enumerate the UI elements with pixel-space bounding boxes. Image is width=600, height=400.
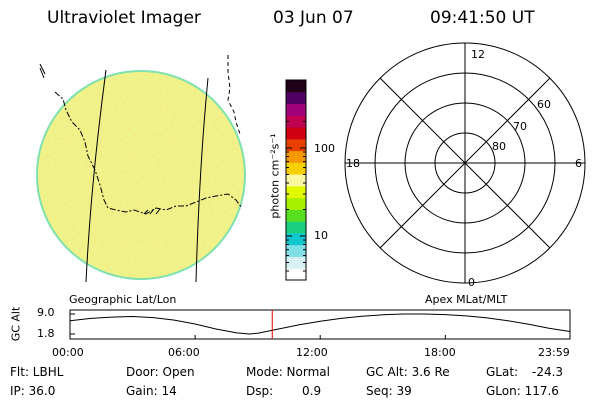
gc-alt-readout: GC Alt: 3.6 Re: [366, 365, 450, 379]
colorbar-band: [286, 256, 306, 269]
uv-image-panel: [36, 55, 246, 283]
colorbar-band: [286, 209, 306, 222]
seq-readout: Seq: 39: [366, 384, 412, 398]
dsp-label: Dsp:: [246, 384, 274, 398]
colorbar-band: [286, 185, 306, 199]
mlt-label-12: 12: [471, 48, 485, 61]
image-panel-caption: Geographic Lat/Lon: [69, 293, 177, 306]
colorbar-band: [286, 150, 306, 163]
altitude-chart: [69, 309, 571, 340]
gain-readout: Gain: 14: [126, 384, 177, 398]
altitude-plot-frame: [69, 309, 571, 340]
emission-speckle: [37, 71, 245, 279]
colorbar-band: [286, 91, 306, 105]
dsp-value: 0.9: [302, 384, 322, 398]
mlat-label-60: 60: [537, 98, 551, 111]
colorbar-band: [286, 162, 306, 175]
mlt-label-0: 0: [468, 276, 475, 289]
glon-readout: GLon: 117.6: [486, 384, 559, 398]
polar-dial: [344, 42, 586, 284]
coastline: [143, 208, 161, 215]
door-readout: Door: Open: [126, 365, 195, 379]
colorbar-band: [286, 80, 306, 93]
colorbar-band: [286, 174, 306, 187]
mlat-label-70: 70: [513, 120, 527, 133]
colorbar-unit-label: photon cm⁻²s⁻¹: [268, 133, 282, 219]
longitude-line: [85, 69, 107, 283]
altitude-xtick: 00:00: [52, 346, 84, 359]
instrument-title: Ultraviolet Imager: [47, 8, 201, 28]
colorbar-frame: [285, 79, 307, 281]
mlat-label-80: 80: [492, 140, 506, 153]
colorbar-band: [286, 138, 306, 152]
coastline: [54, 91, 243, 215]
colorbar-band: [286, 197, 306, 210]
mlt-label-6: 6: [575, 157, 582, 170]
glat-value: -24.3: [532, 365, 564, 379]
time-label: 09:41:50 UT: [430, 8, 535, 28]
colorbar-tick-10: 10: [314, 229, 328, 242]
altitude-xtick: 23:59: [538, 346, 570, 359]
coastline: [227, 55, 241, 135]
colorbar: [285, 79, 307, 281]
altitude-ylabel: GC Alt: [9, 306, 23, 342]
colorbar-band: [286, 103, 306, 116]
glat-label: GLat:: [486, 365, 519, 379]
altitude-xtick: 06:00: [168, 346, 200, 359]
altitude-series-line: [69, 313, 571, 335]
ip-readout: IP: 36.0: [10, 384, 56, 398]
colorbar-band: [286, 268, 306, 281]
mode-readout: Mode: Normal: [246, 365, 330, 379]
colorbar-band: [286, 127, 306, 140]
colorbar-band: [286, 221, 306, 234]
altitude-ytick-max: 9.0: [37, 306, 55, 319]
colorbar-band: [286, 115, 306, 128]
altitude-xtick: 12:00: [296, 346, 328, 359]
altitude-ytick-min: 1.8: [37, 327, 55, 340]
filter-readout: Flt: LBHL: [10, 365, 64, 379]
colorbar-band: [286, 244, 306, 257]
polar-diagonal: [379, 77, 551, 249]
date-label: 03 Jun 07: [273, 8, 354, 28]
altitude-xtick: 18:00: [424, 346, 456, 359]
coastline: [39, 63, 46, 79]
colorbar-band: [286, 232, 306, 246]
polar-panel-caption: Apex MLat/MLT: [425, 293, 508, 306]
longitude-line: [195, 77, 209, 283]
colorbar-tick-100: 100: [314, 142, 335, 155]
mlt-label-18: 18: [346, 157, 360, 170]
earth-limb: [36, 70, 246, 280]
